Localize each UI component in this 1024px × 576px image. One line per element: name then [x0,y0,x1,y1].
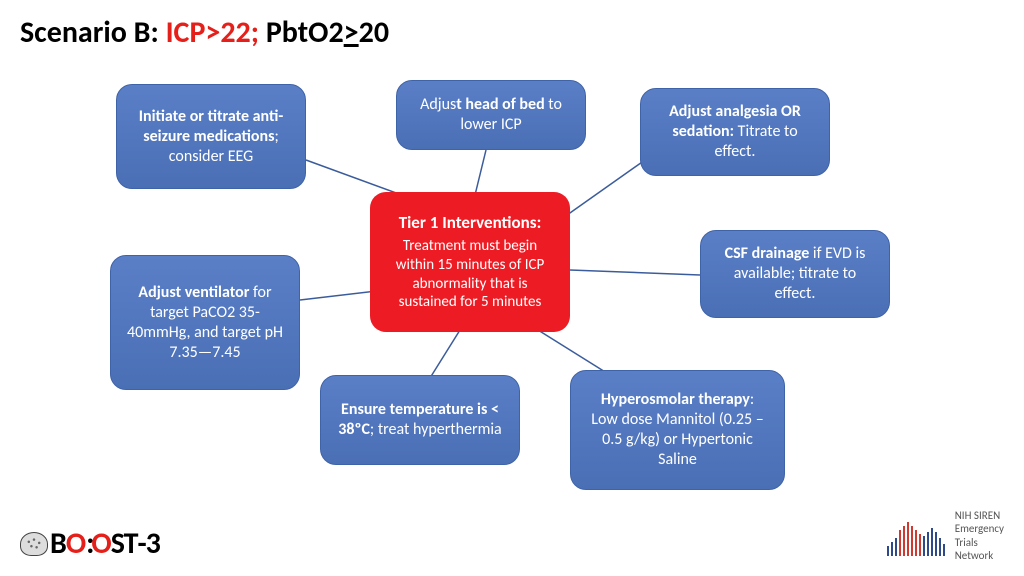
node-ventilator: Adjust ventilator for target PaCO2 35-40… [110,255,300,390]
siren-logo: NIH SIREN Emergency Trials Network [887,509,1004,562]
page-title: Scenario B: ICP>22; PbtO2>20 [20,14,389,51]
node-csf: CSF drainage if EVD is available; titrat… [700,230,890,318]
boost3-logo: BO:OST-3 [20,525,160,562]
title-rest-before: PbtO2 [266,14,344,51]
center-body: Treatment must begin within 15 minutes o… [386,237,554,312]
center-node: Tier 1 Interventions: Treatment must beg… [370,192,570,332]
siren-bars-icon [887,516,945,556]
node-temperature: Ensure temperature is < 38ºC; treat hype… [320,375,520,465]
node-head-of-bed: Adjust head of bed to lower ICP [396,80,586,150]
node-antiseizure: Initiate or titrate anti-seizure medicat… [116,84,306,189]
brain-icon [20,532,48,556]
node-hyperosmolar: Hyperosmolar therapy: Low dose Mannitol … [570,370,785,490]
center-title: Tier 1 Interventions: [399,212,542,233]
title-prefix: Scenario B: [20,14,166,51]
title-alert: ICP>22; [166,14,266,51]
title-ge: > [344,14,359,51]
title-rest-after: 20 [359,14,389,51]
node-analgesia: Adjust analgesia OR sedation: Titrate to… [640,88,830,176]
siren-text: NIH SIREN Emergency Trials Network [955,509,1004,562]
